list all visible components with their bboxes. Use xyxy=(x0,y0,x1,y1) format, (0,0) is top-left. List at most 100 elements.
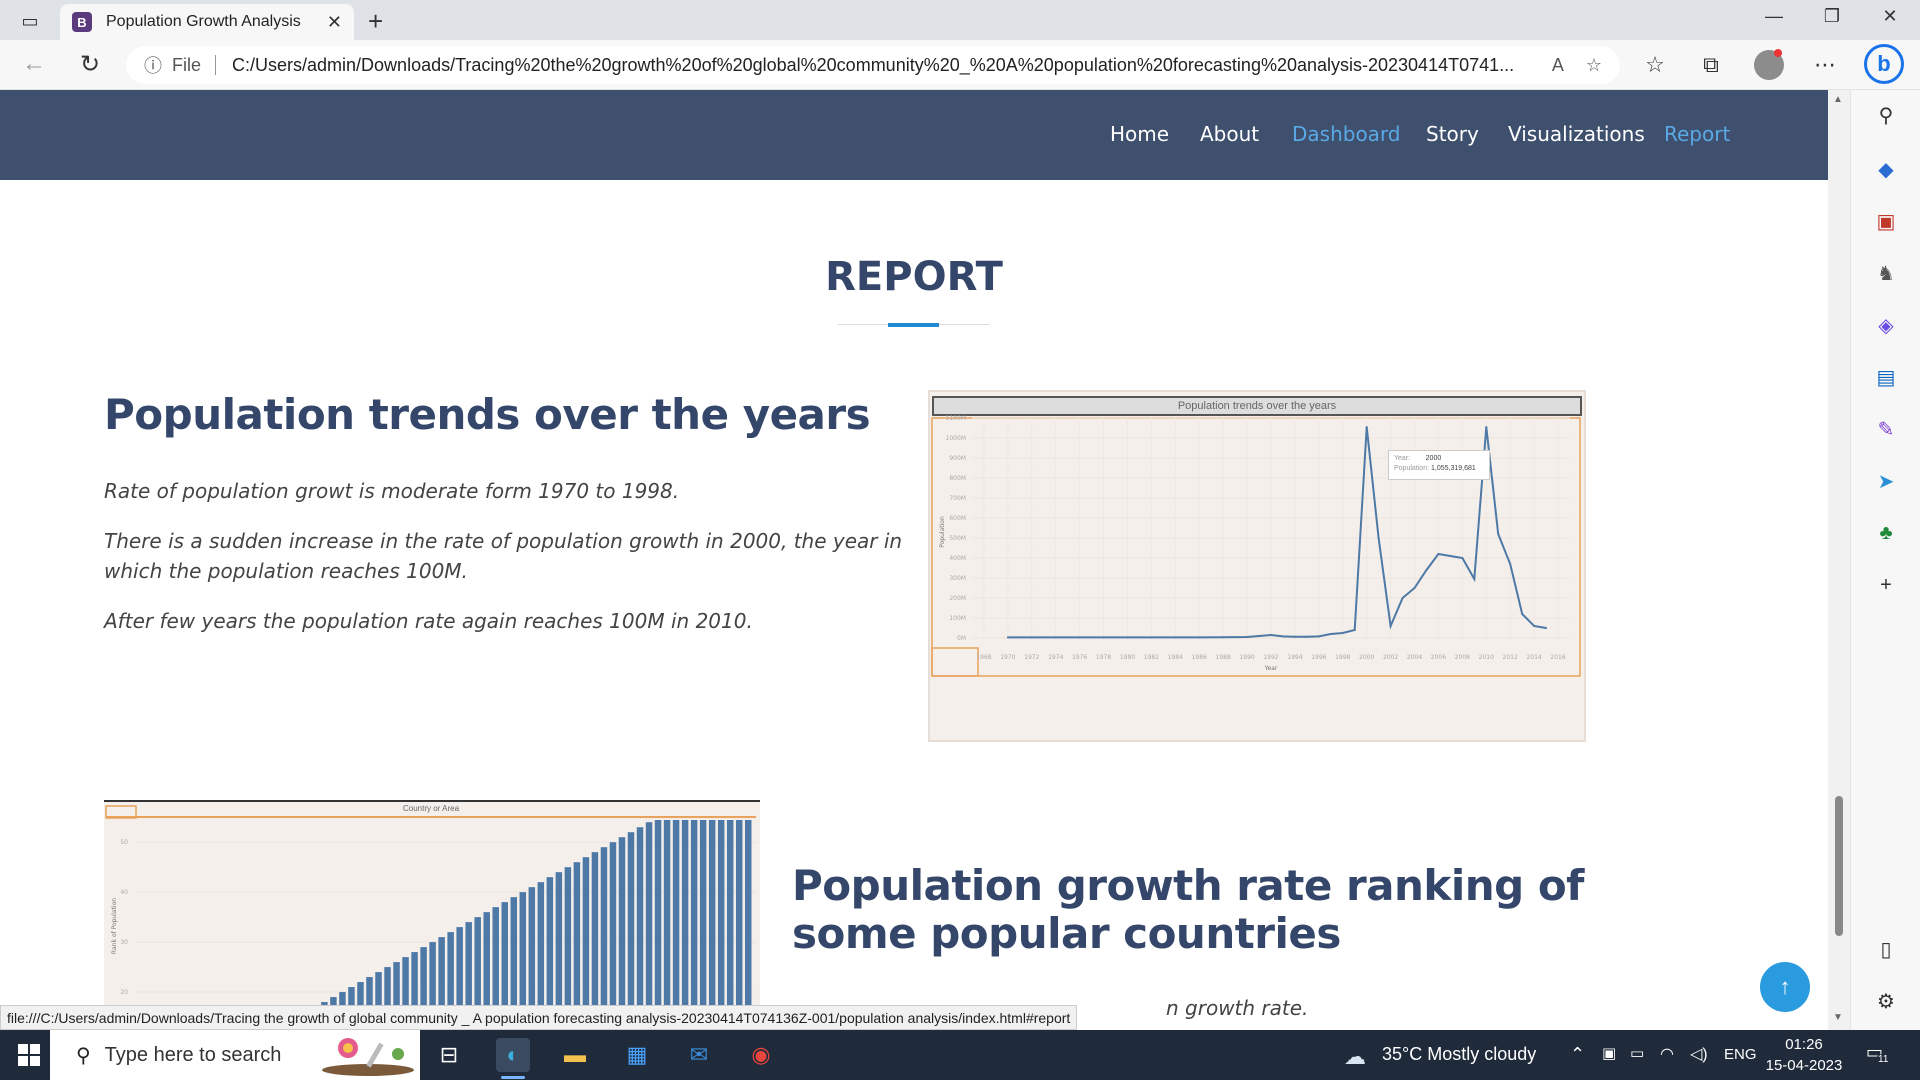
rank-bar xyxy=(429,942,436,1030)
scroll-up-icon[interactable]: ▲ xyxy=(1833,94,1843,105)
rank-bar xyxy=(384,967,391,1030)
x-tick-label: 1978 xyxy=(1096,654,1111,661)
data-point xyxy=(1174,636,1177,639)
tray-overflow-icon[interactable]: ⌃ xyxy=(1570,1044,1586,1064)
browser-tab[interactable]: B Population Growth Analysis ✕ xyxy=(60,4,354,40)
population-trends-chart[interactable]: Population trends over the years 0M 100M 2… xyxy=(928,390,1586,742)
windows-start-icon[interactable] xyxy=(18,1044,40,1066)
outlook-icon[interactable]: ▤ xyxy=(1876,366,1896,389)
read-aloud-icon[interactable]: A xyxy=(1551,54,1564,75)
x-tick-label: 1968 xyxy=(976,654,991,661)
data-point xyxy=(1449,555,1452,557)
tree-icon[interactable]: ♣ xyxy=(1879,521,1893,544)
ranking-paragraph: n growth rate. xyxy=(1166,996,1309,1020)
rank-bar xyxy=(411,952,418,1030)
y-tick-label: 900M xyxy=(949,455,966,462)
tab-actions-icon[interactable]: ▭ xyxy=(21,10,39,31)
chrome-icon[interactable]: ◉ xyxy=(751,1042,771,1067)
data-point xyxy=(1545,627,1548,629)
back-to-top-button[interactable]: ↑ xyxy=(1760,962,1810,1012)
tab-strip: ▭ B Population Growth Analysis ✕ + — ❐ ✕ xyxy=(0,0,1920,40)
rank-bar xyxy=(708,820,716,1030)
sidebar-settings-icon[interactable]: ⚙ xyxy=(1877,990,1895,1013)
nav-home[interactable]: Home xyxy=(1110,122,1170,146)
language-indicator[interactable]: ENG xyxy=(1724,1046,1757,1063)
y-tick-label: 400M xyxy=(949,555,966,562)
favorites-icon[interactable]: ☆ xyxy=(1645,52,1665,77)
rank-bar xyxy=(663,820,671,1030)
refresh-icon[interactable]: ↻ xyxy=(79,51,101,78)
hide-sidebar-icon[interactable]: ▯ xyxy=(1880,938,1892,961)
url-scheme: File xyxy=(172,54,202,75)
store-icon[interactable]: ▦ xyxy=(626,1042,648,1067)
corner-frame xyxy=(105,805,137,819)
info-icon[interactable]: ⓘ xyxy=(144,56,162,76)
data-point xyxy=(1054,636,1057,639)
task-view-icon[interactable]: ⊟ xyxy=(439,1042,459,1067)
close-tab-icon[interactable]: ✕ xyxy=(326,11,342,32)
games-icon[interactable]: ♞ xyxy=(1877,262,1895,285)
data-point xyxy=(1425,569,1428,571)
bing-copilot-icon[interactable]: b xyxy=(1864,44,1904,84)
x-tick-label: 1988 xyxy=(1216,654,1231,661)
volume-icon[interactable]: ◁) xyxy=(1690,1046,1708,1063)
x-tick-label: 2010 xyxy=(1479,654,1494,661)
nav-about[interactable]: About xyxy=(1200,122,1260,146)
nav-report[interactable]: Report xyxy=(1664,122,1731,146)
rank-bar xyxy=(546,877,554,1030)
search-icon[interactable]: ⚲ xyxy=(1878,104,1894,127)
rank-bar xyxy=(636,827,644,1030)
nav-visualizations[interactable]: Visualizations xyxy=(1508,122,1645,146)
address-bar[interactable]: ⓘ File C:/Users/admin/Downloads/Tracing%… xyxy=(126,46,1620,84)
rank-bar xyxy=(537,882,545,1030)
add-sidebar-app-icon[interactable]: + xyxy=(1880,573,1892,596)
battery-icon[interactable]: ▭ xyxy=(1630,1045,1645,1062)
restore-icon[interactable]: ❐ xyxy=(1823,6,1841,26)
url-text[interactable]: C:/Users/admin/Downloads/Tracing%20the%2… xyxy=(232,54,1515,75)
data-point xyxy=(1281,635,1284,638)
x-tick-label: 2014 xyxy=(1526,654,1541,661)
page-viewport: Home About Dashboard Story Visualization… xyxy=(0,90,1828,1030)
favorite-add-icon[interactable]: ☆ xyxy=(1585,54,1602,75)
data-point xyxy=(1437,553,1440,555)
designer-icon[interactable]: ✎ xyxy=(1877,418,1895,441)
weather-text[interactable]: 35°C Mostly cloudy xyxy=(1382,1044,1537,1064)
nav-dashboard[interactable]: Dashboard xyxy=(1292,122,1401,146)
x-tick-label: 2008 xyxy=(1455,654,1470,661)
data-point xyxy=(1126,636,1129,639)
file-explorer-icon[interactable]: ▬ xyxy=(564,1042,586,1067)
search-icon: ⚲ xyxy=(76,1044,91,1067)
back-icon[interactable]: ← xyxy=(22,50,46,77)
office-icon[interactable]: ◈ xyxy=(1878,314,1894,337)
data-point xyxy=(1305,635,1308,638)
new-tab-icon[interactable]: + xyxy=(368,6,384,36)
search-highlight-art xyxy=(322,1038,414,1076)
scroll-down-icon[interactable]: ▼ xyxy=(1833,1012,1843,1023)
weather-icon[interactable]: ☁ xyxy=(1344,1044,1366,1069)
tooltip-year-label: Year: xyxy=(1394,455,1411,462)
y-tick-label: 500M xyxy=(949,535,966,542)
edge-taskbar-icon[interactable]: ◐ xyxy=(496,1038,530,1072)
wifi-icon[interactable]: ◠ xyxy=(1660,1046,1674,1063)
y-tick-label: 40 xyxy=(120,889,128,896)
close-window-icon[interactable]: ✕ xyxy=(1882,6,1898,26)
notification-count: 11 xyxy=(1876,1054,1891,1065)
notification-icon[interactable]: ▭ 11 xyxy=(1866,1042,1891,1065)
rank-bar xyxy=(573,862,581,1030)
meet-icon[interactable]: ▣ xyxy=(1602,1045,1617,1062)
tools-icon[interactable]: ▣ xyxy=(1876,210,1896,233)
page-scrollbar[interactable]: ▲ ▼ xyxy=(1828,90,1850,1030)
collections-icon[interactable]: ⧉ xyxy=(1703,52,1719,77)
scroll-thumb[interactable] xyxy=(1835,796,1843,936)
minimize-icon[interactable]: — xyxy=(1765,6,1783,26)
telegram-icon[interactable]: ➤ xyxy=(1877,470,1895,493)
mail-icon[interactable]: ✉ xyxy=(689,1042,709,1067)
shopping-tag-icon[interactable]: ◆ xyxy=(1878,158,1894,181)
country-rank-chart[interactable]: Country or Area 2030405060Rank of Popula… xyxy=(104,800,760,1030)
rank-bar xyxy=(555,872,563,1030)
nav-story[interactable]: Story xyxy=(1426,122,1479,146)
clock[interactable]: 01:26 15-04-2023 xyxy=(1764,1034,1844,1076)
title-divider-accent xyxy=(888,323,939,327)
rank-bar xyxy=(501,902,509,1030)
more-menu-icon[interactable]: ⋯ xyxy=(1814,52,1836,77)
